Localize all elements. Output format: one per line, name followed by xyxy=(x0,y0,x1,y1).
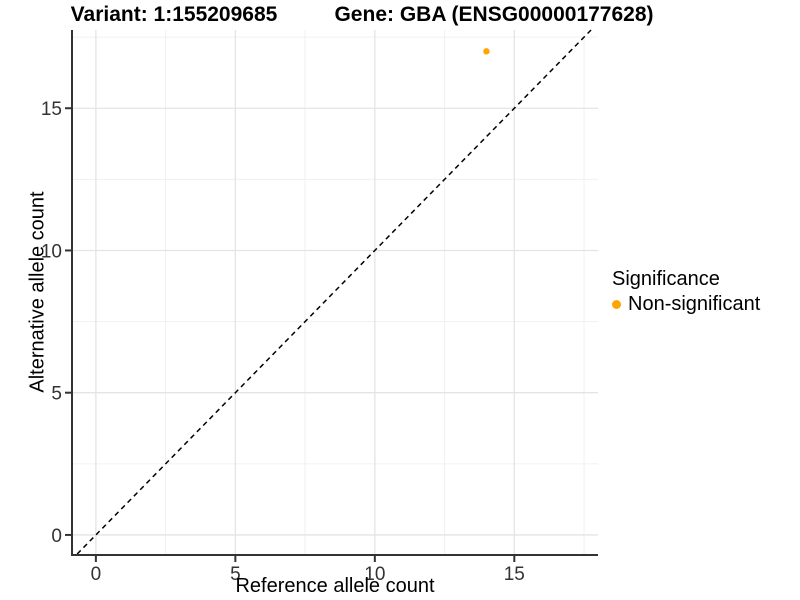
gene-title: Gene: GBA (ENSG00000177628) xyxy=(334,3,654,26)
y-axis-title: Alternative allele count xyxy=(26,191,49,393)
legend: Significance Non-significant xyxy=(612,267,760,316)
legend-point-icon xyxy=(612,299,621,309)
x-axis-title: Reference allele count xyxy=(235,575,435,597)
data-point xyxy=(483,48,490,55)
legend-item-label: Non-significant xyxy=(628,293,761,315)
y-tick-label: 10 xyxy=(41,241,62,262)
x-tick-label: 5 xyxy=(230,564,241,585)
x-tick-label: 15 xyxy=(504,564,525,585)
legend-item: Non-significant xyxy=(612,292,760,316)
y-tick-label: 0 xyxy=(51,526,62,547)
legend-title: Significance xyxy=(612,268,720,290)
x-tick-label: 10 xyxy=(364,564,385,585)
x-tick-label: 0 xyxy=(91,564,102,585)
y-tick-label: 5 xyxy=(51,384,62,405)
variant-title: Variant: 1:155209685 xyxy=(70,3,278,26)
y-tick-label: 15 xyxy=(41,99,62,120)
